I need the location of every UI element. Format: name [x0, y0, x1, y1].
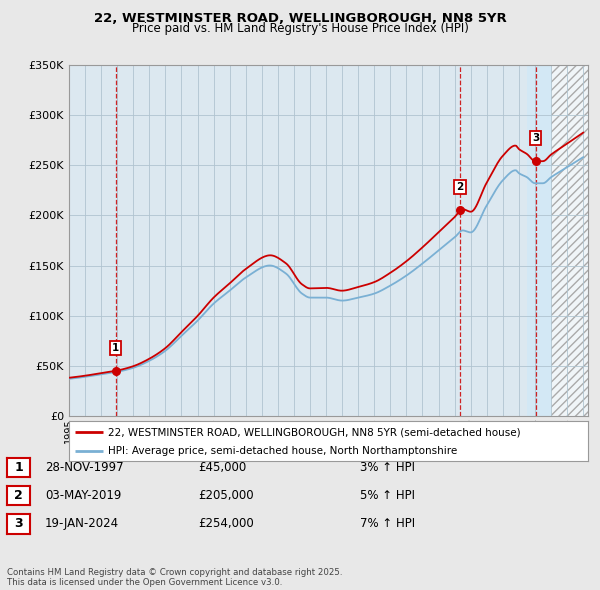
Text: 19-JAN-2024: 19-JAN-2024 [45, 517, 119, 530]
Text: 1: 1 [112, 343, 119, 353]
Text: Contains HM Land Registry data © Crown copyright and database right 2025.
This d: Contains HM Land Registry data © Crown c… [7, 568, 343, 587]
Text: Price paid vs. HM Land Registry's House Price Index (HPI): Price paid vs. HM Land Registry's House … [131, 22, 469, 35]
Text: 03-MAY-2019: 03-MAY-2019 [45, 489, 121, 502]
Text: £205,000: £205,000 [198, 489, 254, 502]
Text: 28-NOV-1997: 28-NOV-1997 [45, 461, 124, 474]
Bar [527, 65, 551, 416]
Text: 7% ↑ HPI: 7% ↑ HPI [360, 517, 415, 530]
Text: 3: 3 [14, 517, 23, 530]
Text: 1: 1 [14, 461, 23, 474]
Text: £45,000: £45,000 [198, 461, 246, 474]
Text: 22, WESTMINSTER ROAD, WELLINGBOROUGH, NN8 5YR (semi-detached house): 22, WESTMINSTER ROAD, WELLINGBOROUGH, NN… [108, 427, 521, 437]
Text: £254,000: £254,000 [198, 517, 254, 530]
Bar [551, 65, 588, 416]
Bar [551, 65, 588, 416]
Text: 22, WESTMINSTER ROAD, WELLINGBOROUGH, NN8 5YR: 22, WESTMINSTER ROAD, WELLINGBOROUGH, NN… [94, 12, 506, 25]
Text: 5% ↑ HPI: 5% ↑ HPI [360, 489, 415, 502]
Text: 3: 3 [532, 133, 539, 143]
Text: 3% ↑ HPI: 3% ↑ HPI [360, 461, 415, 474]
Text: 2: 2 [457, 182, 464, 192]
Text: 2: 2 [14, 489, 23, 502]
Text: HPI: Average price, semi-detached house, North Northamptonshire: HPI: Average price, semi-detached house,… [108, 445, 457, 455]
